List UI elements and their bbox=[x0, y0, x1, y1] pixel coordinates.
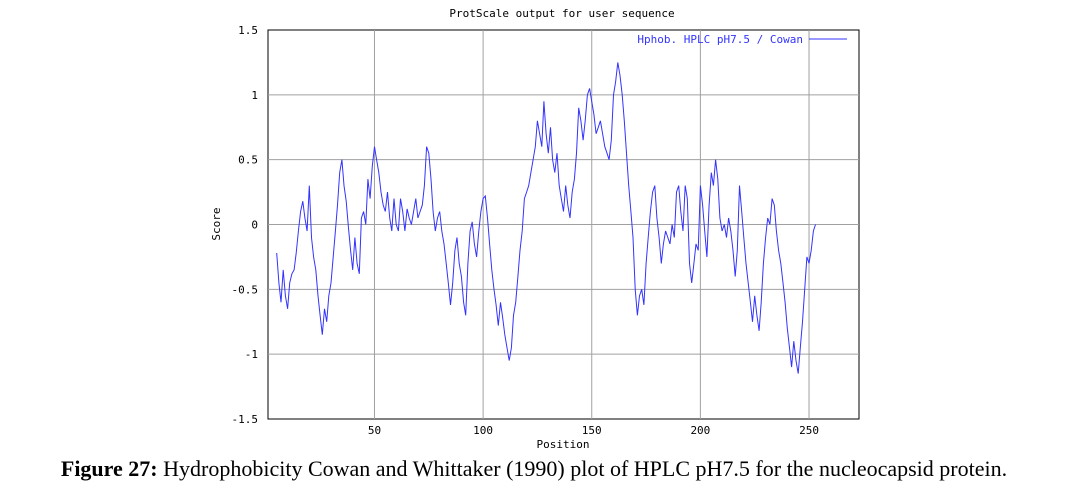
y-tick-label: 1 bbox=[251, 89, 258, 102]
caption-label: Figure 27: bbox=[60, 456, 158, 481]
y-axis-label: Score bbox=[210, 207, 223, 240]
x-axis-label: Position bbox=[537, 438, 590, 451]
chart: 1.5 1 0.5 0 -0.5 -1 -1.5 50 100 150 200 250 ProtSc… bbox=[210, 7, 860, 451]
legend-label: Hphob. HPLC pH7.5 / Cowan bbox=[637, 33, 803, 46]
y-tick-label: 0 bbox=[251, 219, 258, 232]
chart-title: ProtScale output for user sequence bbox=[449, 7, 674, 20]
series-line-hphob bbox=[276, 62, 816, 374]
y-tick-label: 0.5 bbox=[238, 154, 258, 167]
x-tick-label: 50 bbox=[368, 424, 381, 437]
x-tick-label: 150 bbox=[582, 424, 602, 437]
x-tick-label: 200 bbox=[690, 424, 710, 437]
y-tick-label: 1.5 bbox=[238, 24, 258, 37]
y-tick-label: -1.5 bbox=[232, 413, 259, 426]
legend: Hphob. HPLC pH7.5 / Cowan bbox=[637, 33, 847, 46]
y-tick-label: -0.5 bbox=[232, 283, 259, 296]
x-tick-label: 100 bbox=[473, 424, 493, 437]
x-axis-ticks: 50 100 150 200 250 bbox=[368, 424, 819, 437]
x-tick-label: 250 bbox=[799, 424, 819, 437]
y-axis-ticks: 1.5 1 0.5 0 -0.5 -1 -1.5 bbox=[232, 24, 259, 426]
caption-text: Hydrophobicity Cowan and Whittaker (1990… bbox=[157, 456, 1008, 481]
figure-caption: Figure 27: Hydrophobicity Cowan and Whit… bbox=[0, 456, 1068, 482]
y-tick-label: -1 bbox=[245, 348, 258, 361]
grid-lines bbox=[268, 30, 859, 419]
